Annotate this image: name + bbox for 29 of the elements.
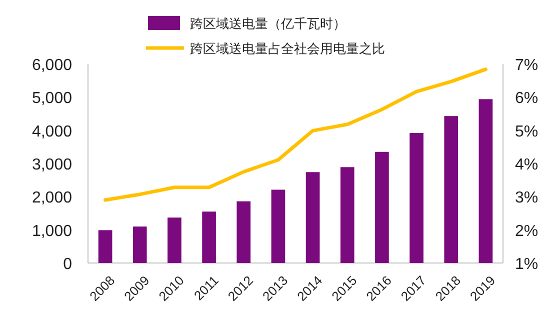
bar [444,116,458,263]
bar [168,218,182,263]
legend-label: 跨区域送电量占全社会用电量之比 [190,41,385,56]
y-tick-label: 1,000 [32,222,72,240]
bar [306,172,320,263]
y-tick-label: 3,000 [32,156,72,174]
bar [375,152,389,263]
bar [202,212,216,263]
y2-tick-label: 4% [515,156,538,174]
y-tick-label: 6,000 [32,57,72,74]
bar [410,132,424,263]
y-tick-label: 0 [63,256,72,273]
y2-tick-label: 1% [515,256,538,273]
y2-tick-label: 2% [515,222,538,240]
y2-tick-label: 5% [515,123,538,140]
bar [271,190,286,263]
y-tick-label: 4,000 [32,123,72,140]
bar [340,167,354,263]
bar [132,226,147,263]
y2-tick-label: 3% [515,190,538,207]
y2-tick-label: 7% [515,57,538,74]
y-tick-label: 5,000 [32,90,72,108]
y2-tick-label: 6% [515,90,538,108]
y-tick-label: 2,000 [32,190,72,207]
bar [478,99,493,263]
bar [236,201,251,263]
legend-label: 跨区域送电量（亿千瓦时） [190,16,346,31]
line-series [104,68,488,202]
bar [98,230,112,263]
